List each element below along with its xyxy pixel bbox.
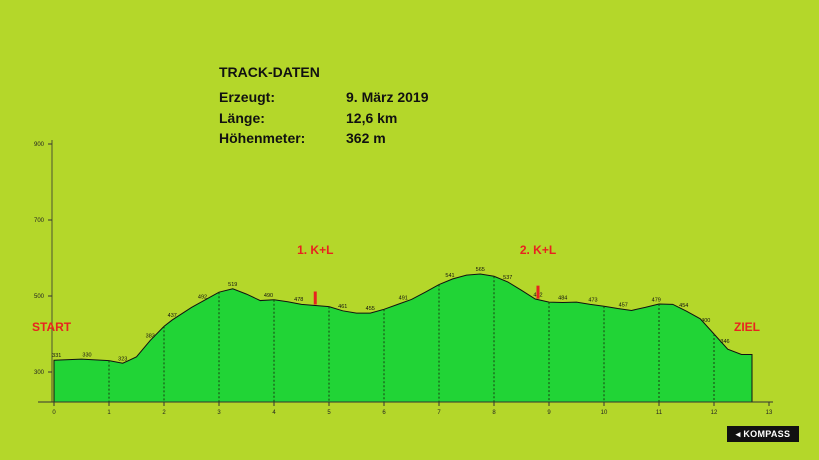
elevation-value-label: 455 bbox=[366, 306, 375, 312]
elevation-value-label: 473 bbox=[588, 298, 597, 304]
elevation-value-label: 479 bbox=[652, 298, 661, 304]
checkpoint-marker bbox=[313, 291, 317, 305]
profile-area bbox=[53, 273, 753, 403]
x-tick-label: 0 bbox=[52, 410, 56, 416]
length-value: 12,6 km bbox=[346, 110, 398, 126]
length-label: Länge: bbox=[219, 110, 265, 126]
elevation-value-label: 484 bbox=[558, 295, 567, 301]
y-tick-label: 900 bbox=[34, 142, 45, 148]
elevation-value-label: 490 bbox=[264, 293, 273, 299]
elevation-gain-value: 362 m bbox=[346, 130, 386, 146]
elevation-value-label: 330 bbox=[82, 352, 91, 358]
kompass-logo-text: KOMPASS bbox=[743, 429, 791, 439]
x-tick-label: 5 bbox=[327, 410, 331, 416]
elevation-value-label: 565 bbox=[476, 267, 485, 273]
x-tick-label: 10 bbox=[601, 410, 608, 416]
x-tick-label: 6 bbox=[382, 410, 386, 416]
elevation-value-label: 537 bbox=[503, 275, 512, 281]
y-tick-label: 700 bbox=[34, 218, 45, 224]
x-tick-label: 13 bbox=[766, 410, 773, 416]
x-tick-label: 2 bbox=[162, 410, 166, 416]
elevation-value-label: 478 bbox=[294, 297, 303, 303]
end-label: ZIEL bbox=[734, 320, 760, 334]
x-tick-label: 8 bbox=[492, 410, 496, 416]
elevation-value-label: 400 bbox=[701, 318, 710, 324]
x-tick-label: 7 bbox=[437, 410, 441, 416]
elevation-value-label: 491 bbox=[399, 295, 408, 301]
x-tick-label: 9 bbox=[547, 410, 551, 416]
created-value: 9. März 2019 bbox=[346, 89, 429, 105]
elevation-value-label: 454 bbox=[679, 303, 688, 309]
elevation-value-label: 383 bbox=[146, 333, 155, 339]
elevation-value-label: 461 bbox=[338, 304, 347, 310]
elevation-value-label: 323 bbox=[118, 356, 127, 362]
elevation-value-label: 346 bbox=[720, 339, 729, 345]
checkpoint-label: 2. K+L bbox=[520, 243, 556, 257]
elevation-value-label: 437 bbox=[168, 313, 177, 319]
checkpoint-label: 1. K+L bbox=[297, 243, 333, 257]
x-tick-label: 11 bbox=[656, 410, 663, 416]
elevation-value-label: 492 bbox=[198, 294, 207, 300]
created-label: Erzeugt: bbox=[219, 89, 275, 105]
x-tick-label: 3 bbox=[217, 410, 221, 416]
elevation-value-label: 541 bbox=[445, 273, 454, 279]
track-info-title: TRACK-DATEN bbox=[219, 64, 320, 80]
checkpoint-marker bbox=[536, 285, 540, 299]
y-tick-label: 500 bbox=[34, 294, 45, 300]
x-tick-label: 1 bbox=[107, 410, 111, 416]
elevation-value-label: 457 bbox=[619, 302, 628, 308]
elevation-value-label: 519 bbox=[228, 282, 237, 288]
elevation-value-label: 331 bbox=[52, 353, 61, 359]
x-tick-label: 12 bbox=[711, 410, 718, 416]
start-label: START bbox=[32, 320, 72, 334]
kompass-logo: ◂ KOMPASS bbox=[727, 426, 799, 442]
x-tick-label: 4 bbox=[272, 410, 276, 416]
elevation-gain-label: Höhenmeter: bbox=[219, 130, 306, 146]
y-tick-label: 300 bbox=[34, 370, 45, 376]
